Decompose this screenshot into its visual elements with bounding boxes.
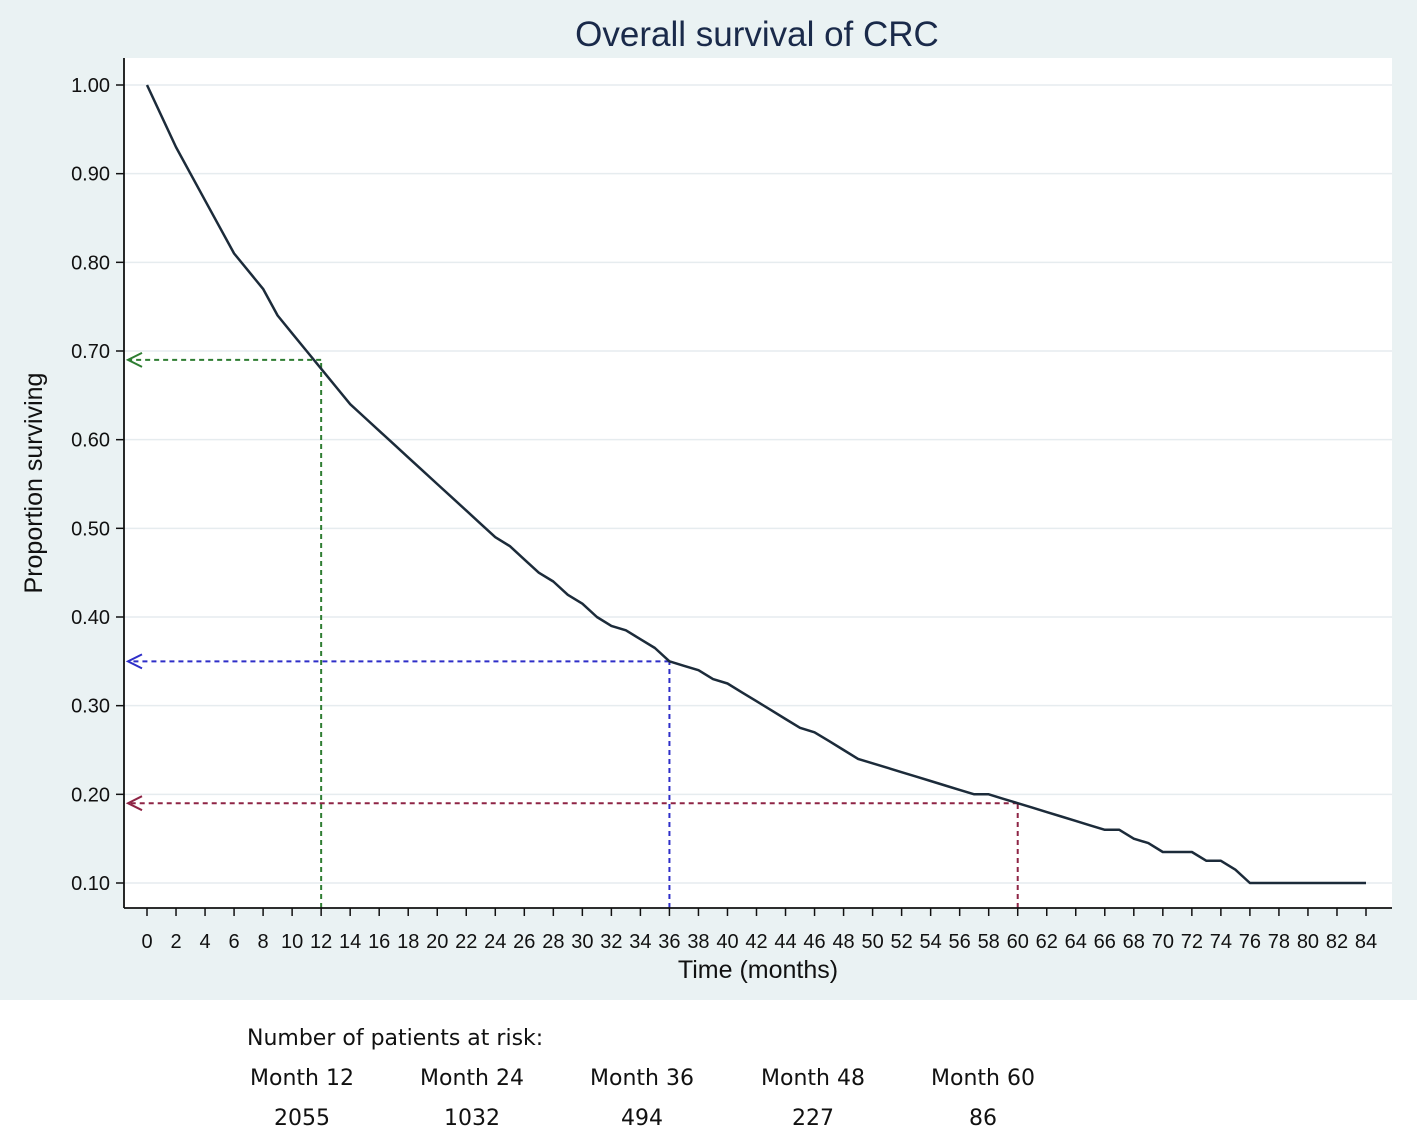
x-tick-label: 8 xyxy=(258,931,269,953)
y-tick-label: 0.50 xyxy=(71,518,110,540)
x-tick-label: 12 xyxy=(310,931,332,953)
x-tick-label: 76 xyxy=(1239,931,1261,953)
risk-month-label: Month 12 xyxy=(250,1066,354,1091)
x-tick-label: 10 xyxy=(281,931,303,953)
x-tick-label: 40 xyxy=(716,931,738,953)
risk-column-month-48: Month 48 227 xyxy=(748,1066,878,1131)
x-tick-label: 38 xyxy=(687,931,709,953)
reference-arrow-icon xyxy=(125,653,143,670)
x-tick-label: 44 xyxy=(774,931,796,953)
y-tick-label: 0.80 xyxy=(71,252,110,274)
x-tick-label: 62 xyxy=(1036,931,1058,953)
x-tick-label: 20 xyxy=(426,931,448,953)
risk-table: Number of patients at risk: Month 12 205… xyxy=(0,1000,1417,1144)
x-tick-label: 72 xyxy=(1181,931,1203,953)
x-tick-label: 46 xyxy=(803,931,825,953)
x-axis-ticks: 0 2 4 6 8 10 12 14 16 18 20 22 24 26 28 30 32 34 36 38 40 42 4… xyxy=(141,908,1377,953)
risk-count-value: 1032 xyxy=(444,1106,500,1131)
x-tick-label: 16 xyxy=(368,931,390,953)
x-tick-label: 48 xyxy=(832,931,854,953)
grid-lines xyxy=(124,84,1392,884)
y-axis-ticks: 1.00 0.90 0.80 0.70 0.60 0.50 0.40 0.30 0.20 0.10 xyxy=(71,75,124,895)
y-tick-label: 1.00 xyxy=(71,75,110,97)
x-tick-label: 6 xyxy=(229,931,240,953)
risk-count-value: 86 xyxy=(969,1106,997,1131)
x-tick-label: 24 xyxy=(484,931,506,953)
x-tick-label: 66 xyxy=(1094,931,1116,953)
y-tick-label: 0.60 xyxy=(71,430,110,452)
x-tick-label: 18 xyxy=(397,931,419,953)
x-tick-label: 80 xyxy=(1297,931,1319,953)
axes xyxy=(123,58,1392,909)
risk-month-label: Month 60 xyxy=(931,1066,1035,1091)
reference-lines xyxy=(125,351,1019,908)
x-tick-label: 68 xyxy=(1123,931,1145,953)
x-tick-label: 54 xyxy=(920,931,942,953)
x-tick-label: 26 xyxy=(513,931,535,953)
x-tick-label: 42 xyxy=(745,931,767,953)
risk-column-month-24: Month 24 1032 xyxy=(407,1066,537,1131)
x-tick-label: 78 xyxy=(1268,931,1290,953)
x-tick-label: 4 xyxy=(199,931,210,953)
x-tick-label: 22 xyxy=(455,931,477,953)
survival-chart: Overall survival of CRC 1.00 0.90 0.80 0.70… xyxy=(20,15,1392,984)
x-tick-label: 30 xyxy=(571,931,593,953)
risk-count-value: 2055 xyxy=(274,1106,330,1131)
reference-arrow-icon xyxy=(125,795,143,812)
x-tick-label: 84 xyxy=(1355,931,1377,953)
x-tick-label: 82 xyxy=(1326,931,1348,953)
x-tick-label: 34 xyxy=(629,931,651,953)
x-tick-label: 56 xyxy=(949,931,971,953)
x-tick-label: 2 xyxy=(170,931,181,953)
x-tick-label: 0 xyxy=(141,931,152,953)
y-tick-label: 0.90 xyxy=(71,164,110,186)
y-tick-label: 0.10 xyxy=(71,873,110,895)
x-tick-label: 60 xyxy=(1007,931,1029,953)
x-tick-label: 36 xyxy=(658,931,680,953)
x-tick-label: 28 xyxy=(542,931,564,953)
risk-month-label: Month 36 xyxy=(590,1066,694,1091)
x-tick-label: 32 xyxy=(600,931,622,953)
y-tick-label: 0.70 xyxy=(71,341,110,363)
y-tick-label: 0.40 xyxy=(71,607,110,629)
x-tick-label: 74 xyxy=(1210,931,1232,953)
chart-title: Overall survival of CRC xyxy=(575,15,939,54)
y-axis-title: Proportion surviving xyxy=(20,373,48,594)
y-tick-label: 0.20 xyxy=(71,784,110,806)
x-tick-label: 50 xyxy=(861,931,883,953)
risk-table-title: Number of patients at risk: xyxy=(247,1026,544,1051)
survival-curve-line xyxy=(145,84,1366,885)
y-tick-label: 0.30 xyxy=(71,696,110,718)
x-tick-label: 52 xyxy=(890,931,912,953)
x-tick-label: 70 xyxy=(1152,931,1174,953)
chart-panel: Overall survival of CRC 1.00 0.90 0.80 0.70… xyxy=(0,0,1417,1000)
risk-count-value: 227 xyxy=(792,1106,834,1131)
risk-count-value: 494 xyxy=(621,1106,663,1131)
risk-column-month-36: Month 36 494 xyxy=(577,1066,707,1131)
reference-arrow-icon xyxy=(125,351,143,368)
x-tick-label: 14 xyxy=(339,931,361,953)
risk-column-month-12: Month 12 2055 xyxy=(237,1066,367,1131)
risk-column-month-60: Month 60 86 xyxy=(918,1066,1048,1131)
risk-month-label: Month 24 xyxy=(420,1066,524,1091)
x-tick-label: 64 xyxy=(1065,931,1087,953)
risk-month-label: Month 48 xyxy=(761,1066,865,1091)
x-tick-label: 58 xyxy=(978,931,1000,953)
x-axis-title: Time (months) xyxy=(678,956,838,984)
plot-area xyxy=(124,58,1392,908)
